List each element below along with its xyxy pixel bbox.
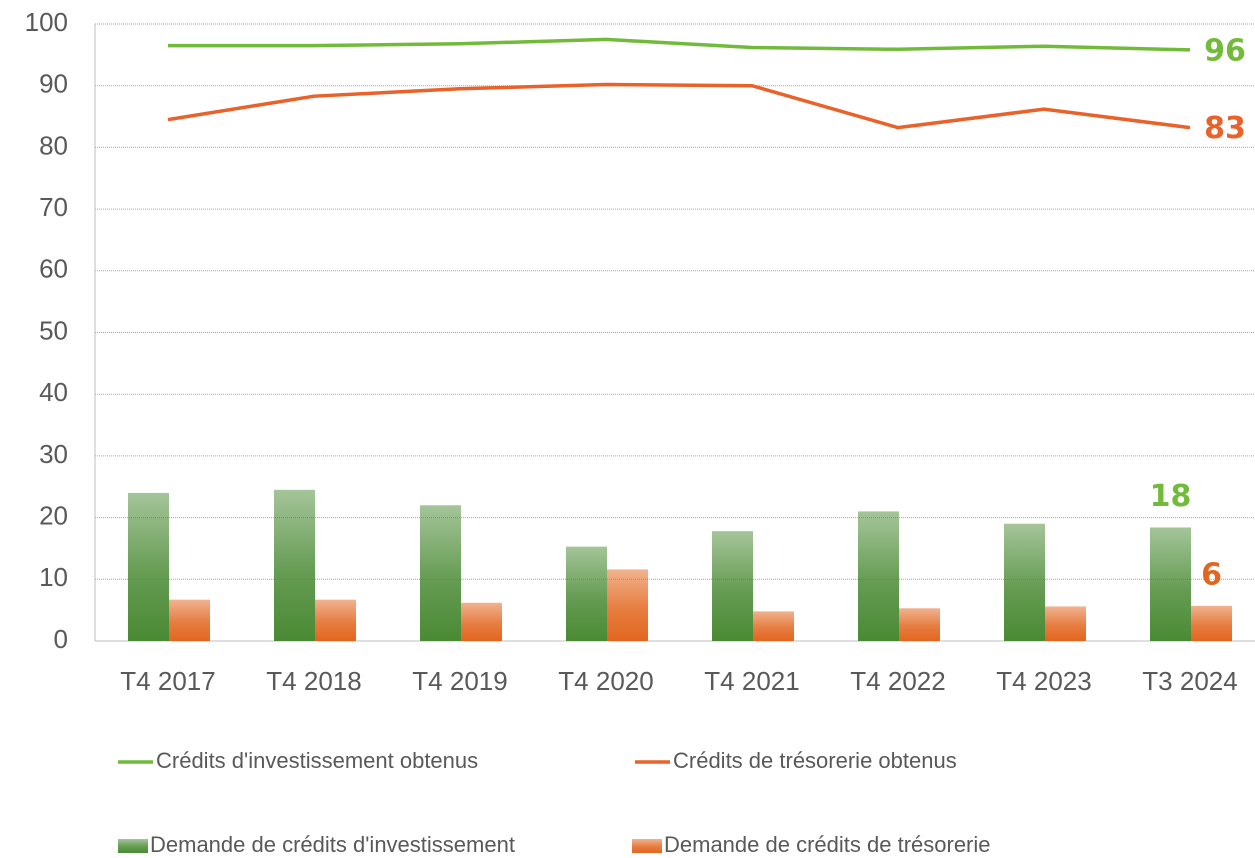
bar <box>899 608 940 641</box>
x-tick-label: T4 2017 <box>120 666 215 696</box>
y-tick-label: 20 <box>39 500 68 530</box>
bar <box>315 599 356 641</box>
legend-swatch <box>632 839 662 853</box>
bar <box>274 489 315 641</box>
line <box>168 37 1191 52</box>
data-label: 83 <box>1204 111 1246 146</box>
bar <box>712 531 753 641</box>
y-tick-label: 60 <box>39 254 68 284</box>
data-label: 18 <box>1150 479 1192 514</box>
x-tick-label: T4 2021 <box>704 666 799 696</box>
data-label: 96 <box>1204 33 1246 68</box>
y-tick-label: 100 <box>25 7 68 37</box>
x-tick-label: T4 2018 <box>266 666 361 696</box>
bar <box>607 569 648 641</box>
bar <box>420 505 461 641</box>
bar <box>461 602 502 641</box>
data-label: 6 <box>1201 557 1222 592</box>
line <box>167 82 1191 130</box>
legend-swatch <box>118 839 148 853</box>
x-tick-label: T3 2024 <box>1142 666 1237 696</box>
bar <box>566 546 607 641</box>
x-tick-label: T4 2023 <box>996 666 1091 696</box>
bar <box>169 599 210 641</box>
y-tick-label: 0 <box>54 624 68 654</box>
y-tick-label: 10 <box>39 562 68 592</box>
bar <box>128 492 169 641</box>
legend-label: Crédits d'investissement obtenus <box>156 748 478 773</box>
legend-label: Demande de crédits d'investissement <box>150 832 515 857</box>
bar <box>858 511 899 641</box>
x-tick-label: T4 2022 <box>850 666 945 696</box>
y-tick-label: 90 <box>39 69 68 99</box>
bar <box>1191 605 1232 641</box>
bar <box>753 611 794 641</box>
y-tick-label: 80 <box>39 130 68 160</box>
legend-label: Demande de crédits de trésorerie <box>664 832 991 857</box>
bar <box>1004 523 1045 641</box>
x-tick-label: T4 2019 <box>412 666 507 696</box>
y-tick-label: 40 <box>39 377 68 407</box>
legend-label: Crédits de trésorerie obtenus <box>673 748 957 773</box>
bar <box>1150 527 1191 641</box>
y-tick-label: 50 <box>39 315 68 345</box>
y-tick-label: 70 <box>39 192 68 222</box>
bar <box>1045 606 1086 641</box>
y-tick-label: 30 <box>39 439 68 469</box>
x-tick-label: T4 2020 <box>558 666 653 696</box>
